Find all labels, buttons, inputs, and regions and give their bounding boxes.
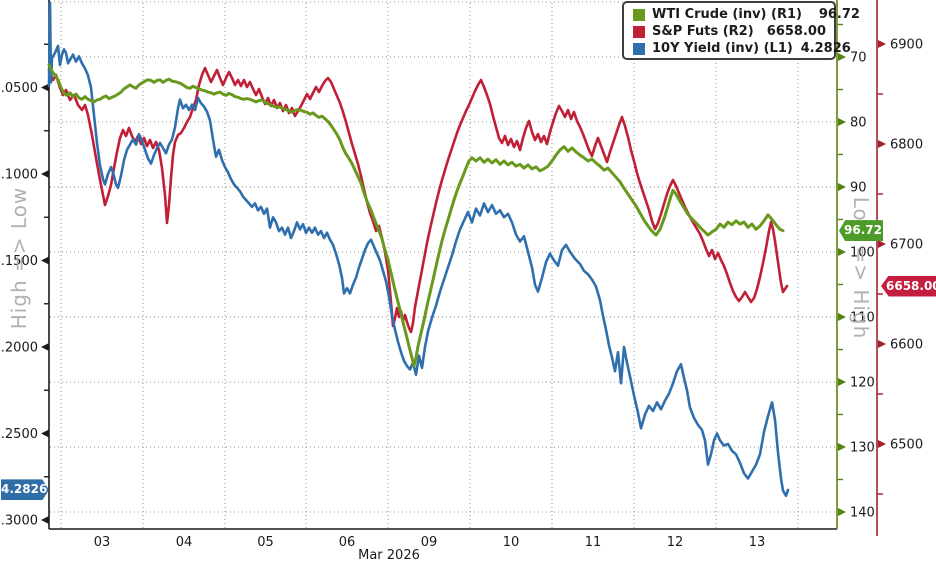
svg-text:Mar 2026: Mar 2026 xyxy=(358,548,420,561)
svg-text:04: 04 xyxy=(176,535,193,550)
svg-text:6600: 6600 xyxy=(890,338,923,353)
svg-text:6500: 6500 xyxy=(890,438,923,453)
svg-text:90: 90 xyxy=(850,181,867,196)
legend: WTI Crude (inv) (R1) 96.72 S&P Futs (R2)… xyxy=(622,1,860,60)
svg-text:4.1500: 4.1500 xyxy=(0,254,38,269)
legend-value: 6658.00 xyxy=(766,24,826,39)
svg-text:100: 100 xyxy=(850,246,875,261)
svg-text:80: 80 xyxy=(850,116,867,131)
svg-text:03: 03 xyxy=(94,535,111,550)
legend-item-10y: 10Y Yield (inv) (L1) 4.2826 xyxy=(633,40,851,57)
svg-text:06: 06 xyxy=(339,535,356,550)
svg-text:140: 140 xyxy=(850,506,875,521)
wti-swatch-icon xyxy=(633,8,645,21)
10y-swatch-icon xyxy=(633,42,645,55)
svg-text:4.2500: 4.2500 xyxy=(0,427,38,442)
left-axis-direction-label: High => Low xyxy=(7,186,31,330)
svg-text:130: 130 xyxy=(850,441,875,456)
svg-text:09: 09 xyxy=(421,535,438,550)
legend-item-sp: S&P Futs (R2) 6658.00 xyxy=(633,23,826,40)
legend-label: 10Y Yield (inv) (L1) xyxy=(652,41,793,56)
svg-text:70: 70 xyxy=(850,51,867,66)
svg-text:6900: 6900 xyxy=(890,38,923,53)
wti-last-value-badge: 96.72 xyxy=(839,220,883,242)
svg-text:6700: 6700 xyxy=(890,238,923,253)
legend-label: S&P Futs (R2) xyxy=(652,24,754,39)
legend-label: WTI Crude (inv) (R1) xyxy=(652,7,802,22)
svg-text:6800: 6800 xyxy=(890,138,923,153)
svg-text:05: 05 xyxy=(257,535,274,550)
sp-last-value-badge: 6658.00 xyxy=(881,275,936,297)
svg-text:10: 10 xyxy=(503,535,520,550)
legend-value: 96.72 xyxy=(818,7,860,22)
legend-value: 4.2826 xyxy=(800,41,851,56)
legend-item-wti: WTI Crude (inv) (R1) 96.72 xyxy=(633,6,860,23)
right-axis-direction-label: Low => High xyxy=(849,196,873,340)
svg-text:120: 120 xyxy=(850,376,875,391)
svg-text:4.0500: 4.0500 xyxy=(0,81,38,96)
svg-text:4.2000: 4.2000 xyxy=(0,341,38,356)
svg-text:11: 11 xyxy=(585,535,602,550)
svg-text:13: 13 xyxy=(749,535,766,550)
sp-swatch-icon xyxy=(633,25,645,38)
svg-text:12: 12 xyxy=(667,535,684,550)
svg-text:4.3000: 4.3000 xyxy=(0,514,38,529)
svg-text:4.1000: 4.1000 xyxy=(0,168,38,183)
10y-last-value-badge: 4.2826 xyxy=(1,479,49,501)
svg-text:110: 110 xyxy=(850,311,875,326)
